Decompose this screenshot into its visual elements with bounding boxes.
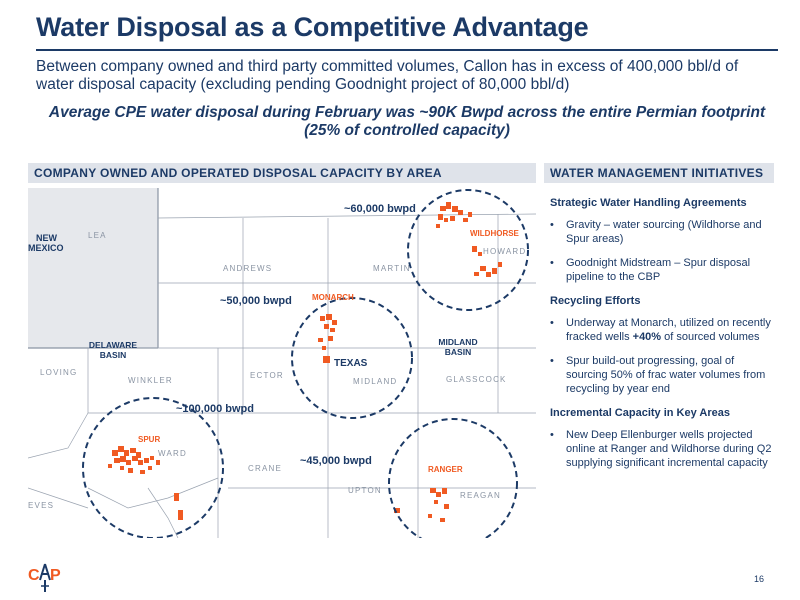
spur-circle <box>82 397 224 538</box>
initiatives-section-header: WATER MANAGEMENT INITIATIVES <box>544 163 774 183</box>
area-name-monarch: MONARCH <box>312 293 354 302</box>
recycling-list: Underway at Monarch, utilized on recentl… <box>550 316 772 396</box>
strategic-heading: Strategic Water Handling Agreements <box>550 197 747 209</box>
county-label-martin: MARTIN <box>373 264 411 273</box>
capacity-label-spur: ~100,000 bwpd <box>176 403 254 415</box>
county-label-winkler: WINKLER <box>128 376 173 385</box>
list-item: Goodnight Midstream – Spur disposal pipe… <box>550 256 772 284</box>
svg-text:C: C <box>28 567 40 584</box>
recycling-percent: +40% <box>632 331 662 343</box>
title-divider <box>36 49 778 51</box>
new-mexico-region <box>28 188 158 348</box>
basin-label-delaware-1: DELAWARE <box>89 340 138 350</box>
county-label-midland: MIDLAND <box>353 377 397 386</box>
company-logo: C P <box>28 562 62 594</box>
subtitle: Between company owned and third party co… <box>36 58 739 93</box>
state-label-texas: TEXAS <box>334 358 368 369</box>
capacity-circles <box>82 189 529 538</box>
area-name-spur: SPUR <box>138 435 160 444</box>
state-label-nm-1: NEW <box>36 233 58 243</box>
disposal-capacity-map: LEA ANDREWS MARTIN HOWARD LOVING WINKLER… <box>28 188 536 538</box>
wildhorse-circle <box>407 189 529 311</box>
area-name-wildhorse: WILDHORSE <box>470 229 520 238</box>
county-label-loving: LOVING <box>40 368 77 377</box>
county-label-ward: WARD <box>158 449 187 458</box>
recycling-heading: Recycling Efforts <box>550 295 641 307</box>
ranger-circle <box>388 418 518 538</box>
initiatives-panel: Strategic Water Handling Agreements Grav… <box>550 190 772 480</box>
list-item: Underway at Monarch, utilized on recentl… <box>550 316 772 344</box>
incremental-list: New Deep Ellenburger wells projected onl… <box>550 428 772 470</box>
state-label-nm-2: MEXICO <box>28 243 64 253</box>
county-label-crane: CRANE <box>248 464 282 473</box>
basin-label-delaware-2: BASIN <box>100 350 126 360</box>
list-item: Spur build-out progressing, goal of sour… <box>550 354 772 396</box>
area-name-ranger: RANGER <box>428 465 463 474</box>
county-label-lea: LEA <box>88 231 107 240</box>
acreage-blocks <box>108 202 502 522</box>
incremental-heading: Incremental Capacity in Key Areas <box>550 407 730 419</box>
county-label-upton: UPTON <box>348 486 382 495</box>
county-label-reagan: REAGAN <box>460 491 501 500</box>
county-label-andrews: ANDREWS <box>223 264 272 273</box>
strategic-list: Gravity – water sourcing (Wildhorse and … <box>550 218 772 284</box>
capacity-label-monarch: ~50,000 bwpd <box>220 295 292 307</box>
county-label-glasscock: GLASSCOCK <box>446 375 507 384</box>
page-title: Water Disposal as a Competitive Advantag… <box>36 12 589 42</box>
capacity-label-wildhorse: ~60,000 bwpd <box>344 203 416 215</box>
county-label-reeves: EVES <box>28 501 54 510</box>
county-label-ector: ECTOR <box>250 371 284 380</box>
highlight-statement: Average CPE water disposal during Februa… <box>48 104 766 139</box>
basin-label-midland-2: BASIN <box>445 347 471 357</box>
svg-text:P: P <box>50 567 61 584</box>
list-item: New Deep Ellenburger wells projected onl… <box>550 428 772 470</box>
county-label-howard: HOWARD <box>483 247 526 256</box>
monarch-circle <box>291 297 413 419</box>
page-number: 16 <box>753 574 764 584</box>
basin-label-midland-1: MIDLAND <box>438 337 477 347</box>
map-section-header: COMPANY OWNED AND OPERATED DISPOSAL CAPA… <box>28 163 536 183</box>
list-item: Gravity – water sourcing (Wildhorse and … <box>550 218 772 246</box>
capacity-label-ranger: ~45,000 bwpd <box>300 455 372 467</box>
